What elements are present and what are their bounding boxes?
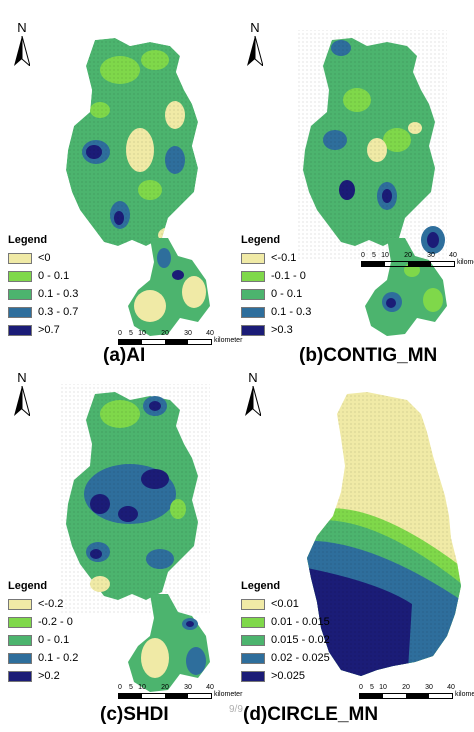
north-arrow-b: N	[243, 20, 267, 72]
legend-title: Legend	[241, 234, 281, 246]
scale-unit: kilometer	[214, 691, 243, 698]
legend-item: -0.1 - 0	[241, 267, 311, 285]
legend-swatch	[8, 288, 32, 300]
legend-swatch	[8, 616, 32, 628]
legend-a: Legend <0 0 - 0.1 0.1 - 0.3 0.3 - 0.7 >0…	[8, 234, 78, 339]
north-label: N	[17, 370, 27, 385]
map-circle-mn	[307, 392, 461, 676]
legend-item: >0.025	[241, 667, 330, 685]
legend-b: Legend <-0.1 -0.1 - 0 0 - 0.1 0.1 - 0.3 …	[241, 234, 311, 339]
north-arrow-icon	[14, 36, 30, 66]
panel-caption: (c)SHDI	[100, 704, 169, 725]
panel-a: N Legend <0 0 - 0.1	[0, 0, 242, 366]
panel-caption: (b)CONTIG_MN	[299, 345, 438, 366]
scale-unit: kilometer	[214, 337, 243, 344]
legend-swatch	[241, 598, 265, 610]
map-shdi	[60, 384, 210, 692]
legend-item: 0 - 0.1	[8, 631, 78, 649]
panel-d: N Legend <0.01 0.01 - 0.015 0.015 - 0.02…	[237, 366, 474, 732]
north-arrow-icon	[247, 36, 263, 66]
legend-item: <0.01	[241, 595, 330, 613]
north-arrow-icon	[14, 386, 30, 416]
legend-swatch	[8, 252, 32, 264]
scale-ticks: 0 5 10 20 30 40	[361, 252, 457, 259]
legend-item: >0.3	[241, 321, 311, 339]
legend-swatch	[241, 652, 265, 664]
legend-item: >0.7	[8, 321, 78, 339]
legend-item: <0	[8, 249, 78, 267]
legend-d: Legend <0.01 0.01 - 0.015 0.015 - 0.02 0…	[241, 580, 330, 685]
legend-swatch	[241, 670, 265, 682]
legend-title: Legend	[241, 580, 281, 592]
panel-caption: (a)AI	[103, 345, 146, 366]
north-arrow-icon	[245, 386, 261, 416]
north-label: N	[17, 20, 27, 35]
scale-bar-a: 0 5 10 20 30 40 kilometer	[118, 330, 242, 345]
north-arrow-a: N	[10, 20, 34, 72]
scale-unit: kilometer	[457, 259, 474, 266]
scale-ticks: 0 5 10 20 30 40	[118, 684, 214, 691]
page-number: 9/9	[229, 704, 243, 715]
north-arrow-d: N	[241, 370, 265, 422]
legend-item: >0.2	[8, 667, 78, 685]
legend-swatch	[8, 670, 32, 682]
legend-item: 0 - 0.1	[8, 267, 78, 285]
legend-swatch	[8, 634, 32, 646]
legend-item: 0.01 - 0.015	[241, 613, 330, 631]
north-arrow-c: N	[10, 370, 34, 422]
scale-ticks: 0 5 10 20 30 40	[118, 330, 214, 337]
legend-item: -0.2 - 0	[8, 613, 78, 631]
legend-swatch	[8, 270, 32, 282]
panel-c: N Legend <-0.2 -0.2 - 0	[0, 366, 242, 732]
legend-swatch	[241, 324, 265, 336]
legend-item: 0.1 - 0.3	[8, 285, 78, 303]
legend-item: 0.3 - 0.7	[8, 303, 78, 321]
legend-title: Legend	[8, 580, 48, 592]
legend-swatch	[8, 652, 32, 664]
legend-item: 0.015 - 0.02	[241, 631, 330, 649]
north-label: N	[250, 20, 260, 35]
legend-item: 0.1 - 0.2	[8, 649, 78, 667]
legend-swatch	[8, 306, 32, 318]
legend-item: 0 - 0.1	[241, 285, 311, 303]
legend-item: <-0.1	[241, 249, 311, 267]
legend-swatch	[8, 324, 32, 336]
legend-swatch	[241, 288, 265, 300]
legend-swatch	[241, 616, 265, 628]
panel-caption: (d)CIRCLE_MN	[243, 704, 379, 725]
scale-bar-c: 0 5 10 20 30 40 kilometer	[118, 684, 242, 699]
legend-swatch	[8, 598, 32, 610]
legend-item: <-0.2	[8, 595, 78, 613]
legend-swatch	[241, 252, 265, 264]
panel-b: N Legend <-0.1 -0.1 - 0 0 - 0.1	[237, 0, 474, 366]
legend-swatch	[241, 306, 265, 318]
legend-title: Legend	[8, 234, 48, 246]
legend-item: 0.02 - 0.025	[241, 649, 330, 667]
north-label: N	[248, 370, 258, 385]
scale-unit: kilometer	[455, 691, 474, 698]
legend-swatch	[241, 270, 265, 282]
legend-swatch	[241, 634, 265, 646]
map-ai	[66, 38, 210, 336]
legend-c: Legend <-0.2 -0.2 - 0 0 - 0.1 0.1 - 0.2 …	[8, 580, 78, 685]
scale-ticks: 0 5 10 20 30 40	[359, 684, 455, 691]
legend-item: 0.1 - 0.3	[241, 303, 311, 321]
